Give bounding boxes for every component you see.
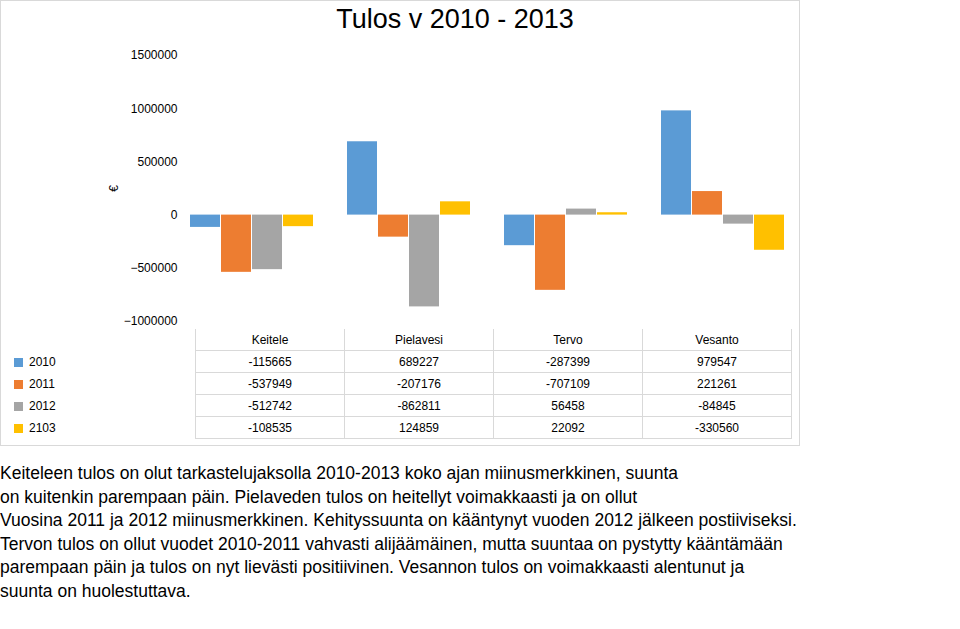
html-text:Vuosina 2011 ja 2012 miinusmer: Vuosina 2011 ja 2012 miinusmerkkinen. Ke… xyxy=(0,510,797,530)
html-text:-207176: -207176 xyxy=(397,376,441,391)
html-text:suunta on huolestuttava.: suunta on huolestuttava. xyxy=(0,580,191,601)
html-text:-108535: -108535 xyxy=(248,420,292,435)
html-text:2010: 2010 xyxy=(29,354,56,369)
html-text:22092: 22092 xyxy=(551,420,585,435)
html-text:-512742: -512742 xyxy=(248,398,292,413)
html-text:-707109: -707109 xyxy=(546,376,590,391)
svg-text:1000000: 1000000 xyxy=(131,102,178,116)
html-text:Vesanto: Vesanto xyxy=(695,332,739,347)
html-text:Keiteleen tulos on olut tarkas: Keiteleen tulos on olut tarkastelujaksol… xyxy=(0,463,679,483)
html-text:on kuitenkin parempaan päin. P: on kuitenkin parempaan päin. Pielaveden … xyxy=(0,486,638,507)
html-text:-330560: -330560 xyxy=(695,420,739,435)
html-text:Pielavesi: Pielavesi xyxy=(395,332,443,347)
html-text:-537949: -537949 xyxy=(248,376,292,391)
html-text:56458: 56458 xyxy=(551,398,585,413)
html-text:124859: 124859 xyxy=(399,420,439,435)
svg-text:−500000: −500000 xyxy=(130,261,177,275)
svg-text:€: € xyxy=(107,185,121,192)
html-text:-84845: -84845 xyxy=(698,398,736,413)
html-text:Tervon tulos on ollut vuodet 2: Tervon tulos on ollut vuodet 2010-2011 v… xyxy=(0,533,783,554)
html-text:2011: 2011 xyxy=(29,376,55,391)
html-text:parempaan päin ja tulos on nyt: parempaan päin ja tulos on nyt lievästi … xyxy=(0,557,745,577)
html-text:221261: 221261 xyxy=(697,376,737,391)
html-text:Tervo: Tervo xyxy=(553,332,583,347)
svg-text:0: 0 xyxy=(171,208,178,222)
svg-text:500000: 500000 xyxy=(137,155,177,169)
html-text:-862811: -862811 xyxy=(397,398,441,413)
html-text:-287399: -287399 xyxy=(546,354,590,369)
html-text:689227: 689227 xyxy=(399,354,439,369)
html-text:2103: 2103 xyxy=(29,420,56,435)
svg-text:1500000: 1500000 xyxy=(131,48,178,62)
html-text:2012: 2012 xyxy=(29,398,56,413)
html-text:-115665: -115665 xyxy=(248,354,292,369)
html-text:Keitele: Keitele xyxy=(251,332,289,347)
svg-text:−1000000: −1000000 xyxy=(124,314,178,328)
html-text:Tulos v 2010 - 2013: Tulos v 2010 - 2013 xyxy=(336,4,574,34)
html-text:979547: 979547 xyxy=(697,354,737,369)
